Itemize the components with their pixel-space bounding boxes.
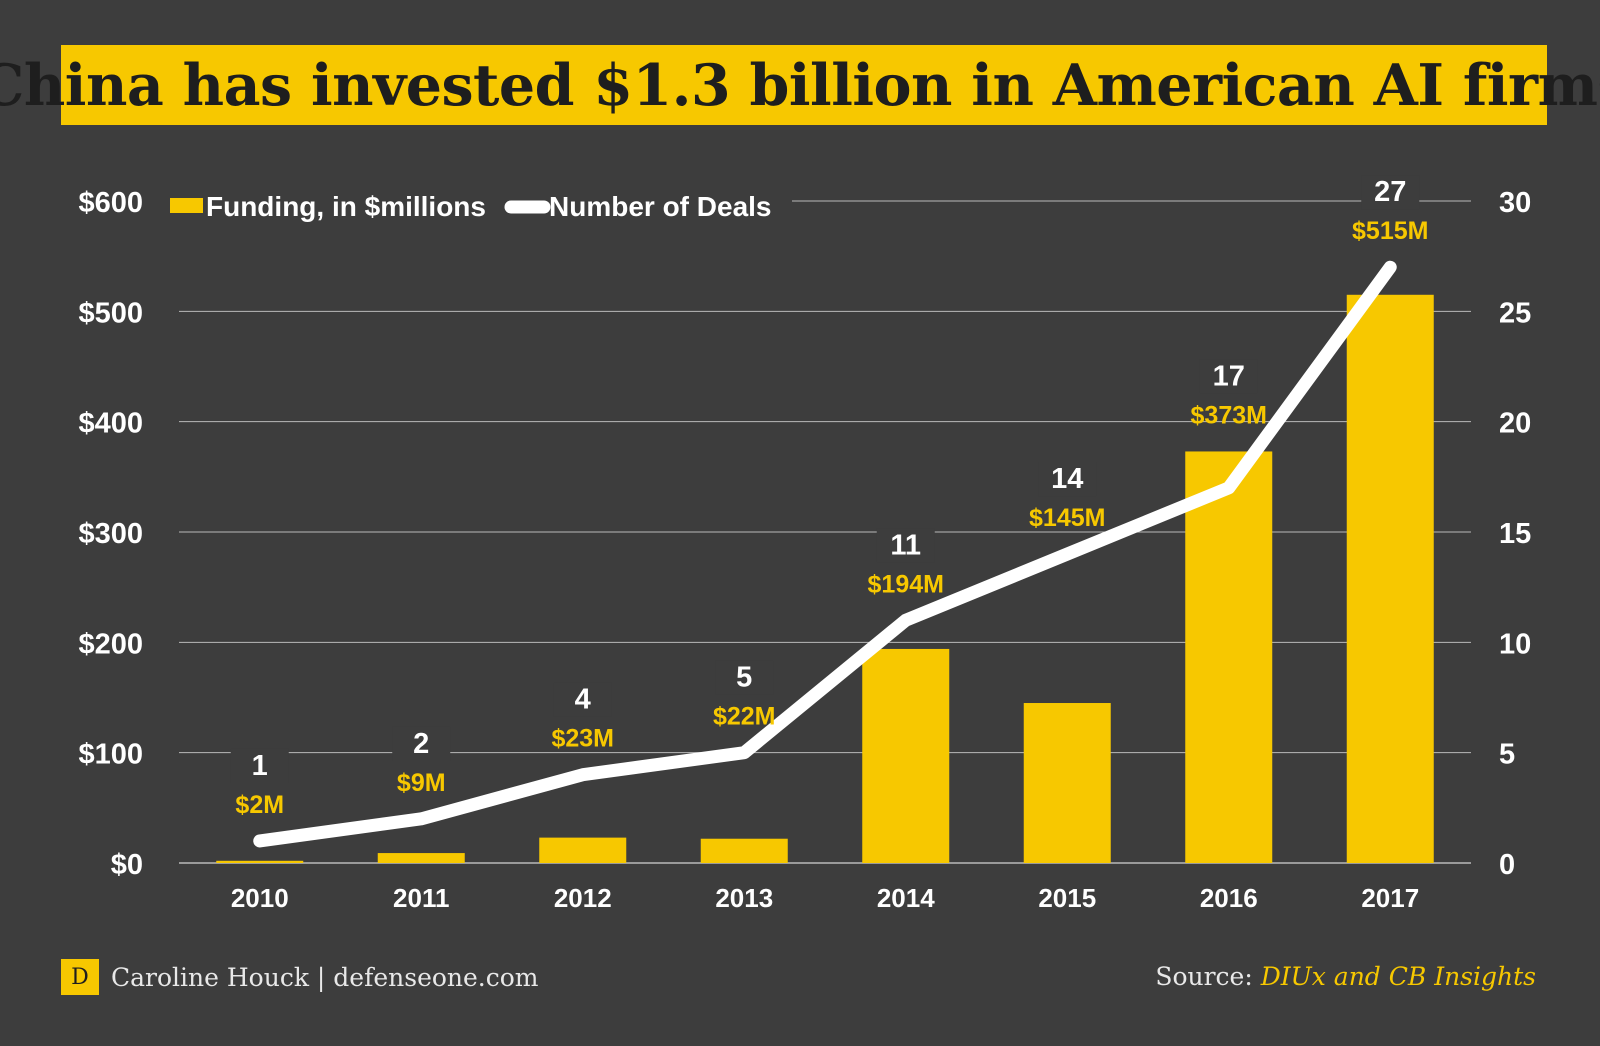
deal-count-label: 14	[1051, 463, 1083, 495]
funding-bar	[377, 853, 465, 863]
funding-value-label: $23M	[551, 725, 614, 753]
funding-bar	[216, 860, 304, 863]
author-credit: Caroline Houck | defenseone.com	[111, 962, 539, 992]
y-right-tick-label: 30	[1499, 187, 1531, 219]
deal-label-bg	[1199, 359, 1258, 394]
legend-label-funding: Funding, in $millions	[206, 191, 486, 222]
y-left-tick-label: $600	[78, 187, 143, 219]
funding-value-label: $9M	[397, 769, 446, 797]
chart-title: China has invested $1.3 billion in Ameri…	[0, 51, 1600, 119]
deal-count-label: 17	[1213, 360, 1245, 392]
deal-count-label: 1	[252, 750, 268, 782]
deal-label-bg	[876, 528, 935, 563]
deal-count-label: 2	[413, 728, 429, 760]
funding-value-label: $145M	[1029, 504, 1105, 532]
deal-label-bg	[553, 682, 612, 717]
legend-swatch-funding	[170, 198, 203, 213]
x-tick-label: 2010	[231, 883, 289, 913]
legend-label-deals: Number of Deals	[549, 191, 772, 222]
y-right-tick-label: 5	[1499, 739, 1515, 771]
source-prefix: Source:	[1155, 962, 1253, 991]
deal-count-label: 4	[575, 684, 591, 716]
y-left-tick-label: $300	[78, 518, 143, 550]
y-left-tick-label: $200	[78, 628, 143, 660]
funding-bar	[862, 648, 950, 863]
funding-bar	[1185, 451, 1273, 863]
y-right-tick-label: 10	[1499, 628, 1531, 660]
deal-count-label: 5	[736, 662, 752, 694]
x-tick-label: 2016	[1200, 883, 1258, 913]
x-tick-label: 2014	[877, 883, 935, 913]
deal-label-bg	[1361, 175, 1420, 210]
publisher-logo: D	[61, 959, 99, 995]
deal-count-label: 27	[1374, 176, 1406, 208]
funding-bar	[1023, 703, 1111, 863]
funding-bar	[539, 837, 627, 863]
credit-block: D Caroline Houck | defenseone.com	[61, 959, 539, 995]
deal-label-bg	[230, 748, 289, 783]
legend-background	[160, 181, 792, 221]
y-right-tick-label: 15	[1499, 518, 1531, 550]
deal-label-bg	[392, 726, 451, 761]
deals-line	[253, 260, 1397, 848]
funding-value-label: $2M	[235, 791, 284, 819]
x-tick-label: 2011	[393, 883, 449, 913]
deal-label-bg	[1038, 462, 1097, 497]
funding-bar	[1346, 294, 1434, 863]
funding-bar	[700, 838, 788, 863]
y-left-tick-label: $0	[111, 849, 143, 881]
y-left-tick-label: $400	[78, 408, 143, 440]
title-banner: China has invested $1.3 billion in Ameri…	[0, 45, 1600, 125]
funding-value-label: $515M	[1352, 217, 1428, 245]
x-tick-label: 2012	[554, 883, 612, 913]
funding-value-label: $373M	[1191, 401, 1267, 429]
y-left-tick-label: $100	[78, 739, 143, 771]
y-left-tick-label: $500	[78, 297, 143, 329]
funding-value-label: $22M	[713, 703, 776, 731]
deal-label-bg	[715, 660, 774, 695]
funding-value-label: $194M	[868, 570, 944, 598]
source-name: DIUx and CB Insights	[1260, 962, 1536, 991]
y-right-tick-label: 20	[1499, 408, 1531, 440]
x-tick-label: 2015	[1038, 883, 1096, 913]
x-tick-label: 2017	[1361, 883, 1419, 913]
y-right-tick-label: 0	[1499, 849, 1515, 881]
x-tick-label: 2013	[715, 883, 773, 913]
source-block: Source: DIUx and CB Insights	[1155, 962, 1536, 991]
y-right-tick-label: 25	[1499, 297, 1531, 329]
deal-count-label: 11	[890, 529, 921, 561]
